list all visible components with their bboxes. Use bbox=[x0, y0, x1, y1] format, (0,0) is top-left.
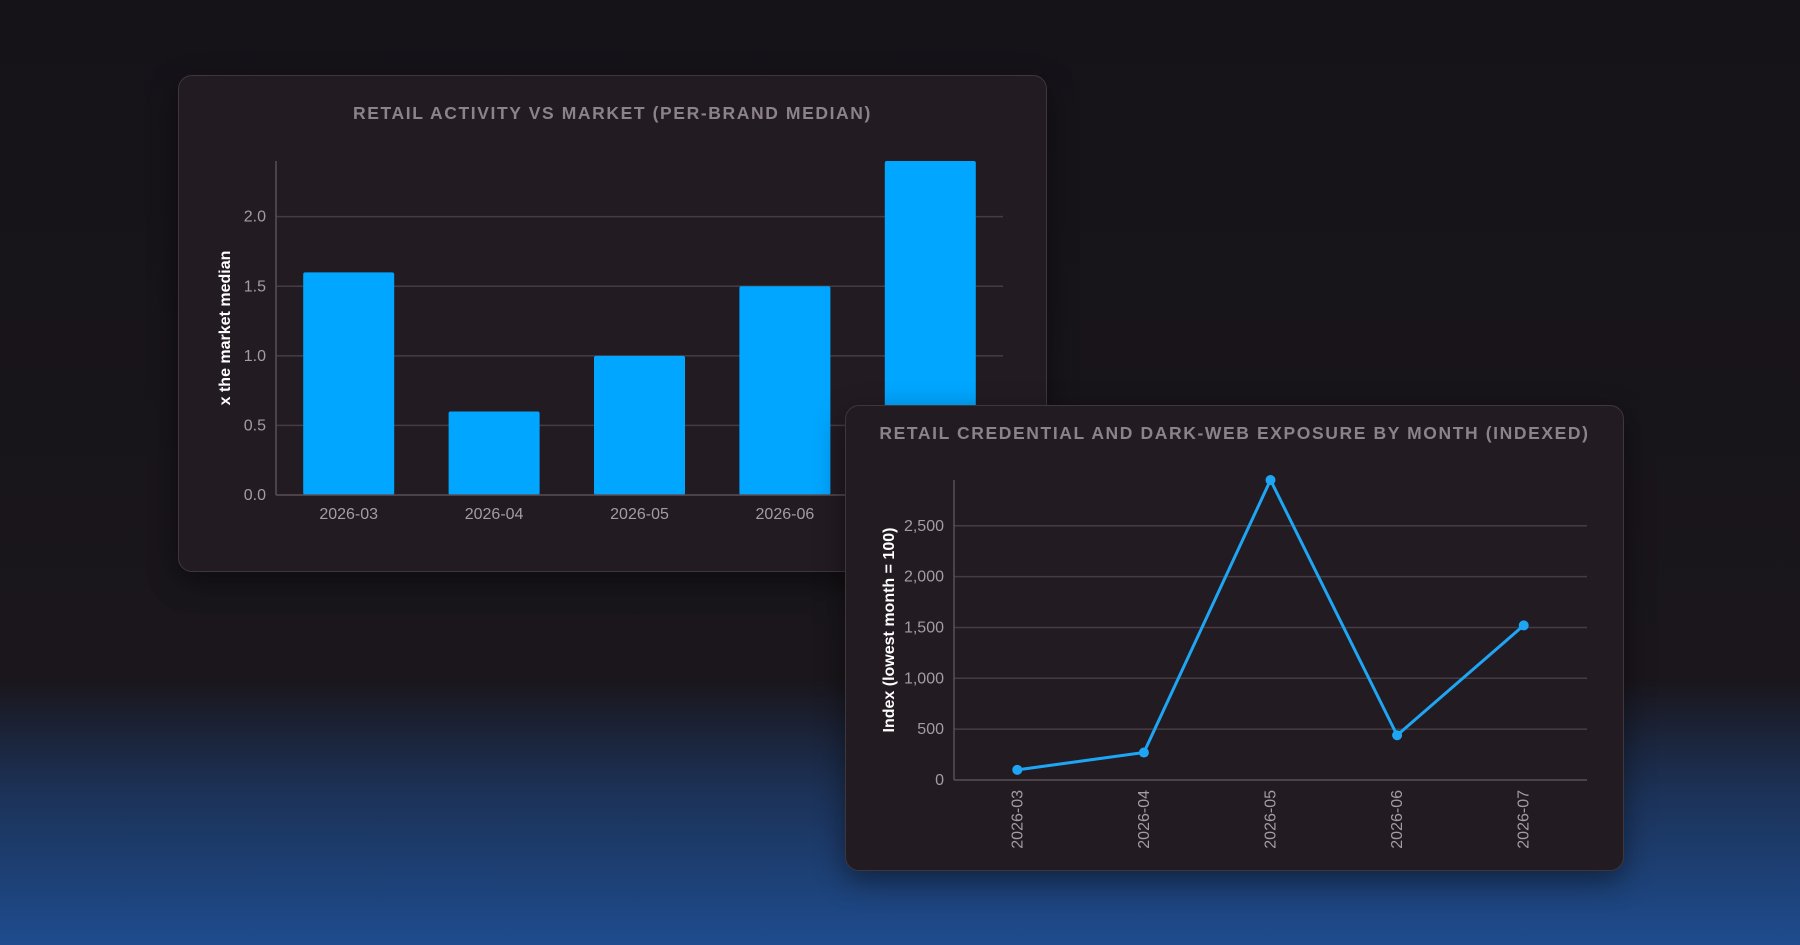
y-tick-label: 2,000 bbox=[904, 569, 944, 586]
y-tick-label: 500 bbox=[917, 721, 944, 738]
bar-chart-card: RETAIL ACTIVITY VS MARKET (PER-BRAND MED… bbox=[178, 75, 1047, 572]
bar-chart-title: RETAIL ACTIVITY VS MARKET (PER-BRAND MED… bbox=[353, 103, 872, 123]
data-point bbox=[1392, 730, 1403, 741]
line-chart: 0 500 1,000 1,500 2,000 2,500 2026-03 2026-04 20… bbox=[881, 475, 1587, 849]
bar-chart: 0.0 0.5 1.0 1.5 2.0 2026-03 2026-04 2026-05 2026… bbox=[217, 161, 1003, 523]
y-tick-label: 1,500 bbox=[904, 619, 944, 636]
data-point bbox=[1265, 475, 1276, 485]
x-tick-label: 2026-05 bbox=[1263, 790, 1280, 849]
bar bbox=[739, 286, 831, 495]
x-tick-label: 2026-07 bbox=[1516, 790, 1533, 849]
series-line bbox=[1017, 478, 1525, 772]
y-axis-label: Index (lowest month = 100) bbox=[881, 528, 898, 733]
data-point bbox=[1012, 764, 1023, 775]
x-tick-label: 2026-06 bbox=[1389, 790, 1406, 849]
y-tick-label: 1.5 bbox=[244, 278, 266, 295]
y-tick-label: 0.0 bbox=[244, 487, 266, 504]
y-tick-label: 2,500 bbox=[904, 518, 944, 535]
y-tick-label: 0 bbox=[935, 772, 944, 789]
bar bbox=[594, 355, 685, 495]
bar bbox=[303, 272, 395, 495]
x-tick-label: 2026-04 bbox=[465, 506, 524, 523]
y-tick-label: 1.0 bbox=[244, 348, 266, 365]
y-axis-label: x the market median bbox=[217, 251, 234, 406]
x-tick-label: 2026-05 bbox=[610, 506, 669, 523]
data-point bbox=[1138, 747, 1149, 758]
y-tick-label: 0.5 bbox=[244, 417, 266, 434]
bar bbox=[448, 411, 540, 495]
data-point bbox=[1518, 620, 1529, 631]
x-tick-label: 2026-03 bbox=[1009, 790, 1026, 849]
x-tick-label: 2026-03 bbox=[319, 506, 378, 523]
x-tick-label: 2026-04 bbox=[1136, 790, 1153, 849]
line-chart-card: RETAIL CREDENTIAL AND DARK-WEB EXPOSURE … bbox=[845, 405, 1624, 871]
y-tick-label: 2.0 bbox=[244, 209, 266, 226]
x-tick-label: 2026-06 bbox=[756, 506, 815, 523]
line-chart-title: RETAIL CREDENTIAL AND DARK-WEB EXPOSURE … bbox=[879, 423, 1590, 443]
y-tick-label: 1,000 bbox=[904, 670, 944, 687]
